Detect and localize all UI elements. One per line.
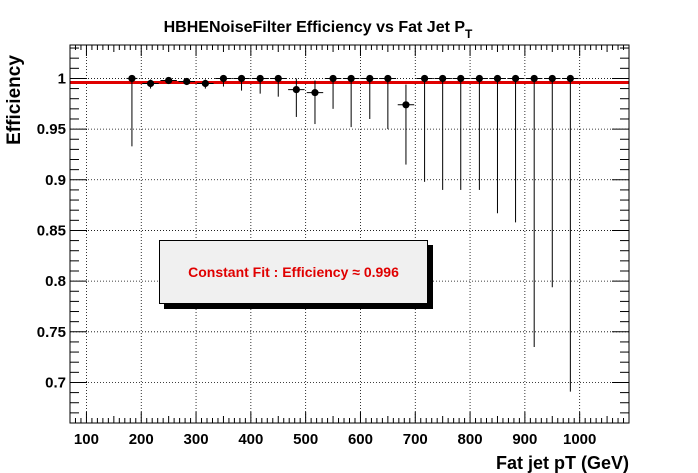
y-tick-label: 0.8 — [45, 273, 66, 290]
data-point — [274, 74, 282, 83]
x-tick-label: 300 — [184, 431, 209, 448]
x-tick-label: 500 — [293, 431, 318, 448]
data-point — [292, 85, 300, 94]
data-point — [201, 79, 209, 88]
data-point — [219, 74, 228, 83]
x-axis-label: Fat jet pT (GeV) — [496, 453, 629, 473]
data-point — [311, 89, 319, 97]
data-point — [165, 76, 173, 85]
y-tick-label: 0.85 — [37, 222, 66, 239]
y-tick-label: 1 — [58, 70, 66, 87]
data-point — [146, 79, 155, 88]
y-tick-label: 0.9 — [45, 172, 66, 189]
x-tick-label: 400 — [238, 431, 263, 448]
y-tick-label: 0.75 — [37, 324, 66, 341]
y-tick-label: 0.95 — [37, 121, 66, 138]
data-point — [402, 101, 410, 109]
chart-title: HBHENoiseFilter Efficiency vs Fat Jet PT — [164, 19, 473, 41]
data-point — [420, 74, 429, 83]
data-point — [256, 74, 264, 83]
data-point — [493, 74, 502, 83]
x-tick-label: 900 — [512, 431, 537, 448]
data-point — [384, 74, 392, 83]
fit-result-label: Constant Fit : Efficiency ≈ 0.996 — [188, 264, 399, 280]
x-tick-label: 200 — [129, 431, 154, 448]
data-point — [566, 74, 574, 83]
y-axis-label: Efficiency — [4, 55, 25, 145]
data-point — [329, 74, 337, 83]
data-point — [511, 74, 520, 83]
data-point — [457, 74, 465, 83]
data-point — [439, 74, 447, 83]
x-tick-label: 700 — [403, 431, 428, 448]
data-point — [183, 77, 191, 86]
tick-labels: 100 200 300 400 500 600 700 800 900 1000 0.7 0.75 0.… — [37, 70, 597, 448]
data-point — [366, 74, 374, 83]
grid-lines — [70, 45, 629, 423]
x-tick-label: 1000 — [563, 431, 596, 448]
data-point — [237, 74, 246, 83]
title-subscript: T — [465, 27, 473, 41]
data-markers — [128, 74, 574, 109]
y-tick-label: 0.7 — [45, 374, 66, 391]
title-main: HBHENoiseFilter Efficiency vs Fat Jet P — [164, 19, 466, 36]
data-point — [530, 74, 538, 83]
axis-ticks — [69, 45, 630, 424]
x-tick-label: 800 — [458, 431, 483, 448]
data-point — [475, 74, 483, 83]
fit-result-box: Constant Fit : Efficiency ≈ 0.996 — [159, 240, 428, 304]
plot-frame — [69, 44, 630, 424]
error-bars — [126, 77, 579, 392]
data-point — [128, 74, 136, 83]
data-point — [347, 74, 355, 83]
data-point — [548, 74, 556, 83]
x-tick-label: 600 — [348, 431, 373, 448]
x-tick-label: 100 — [74, 431, 99, 448]
